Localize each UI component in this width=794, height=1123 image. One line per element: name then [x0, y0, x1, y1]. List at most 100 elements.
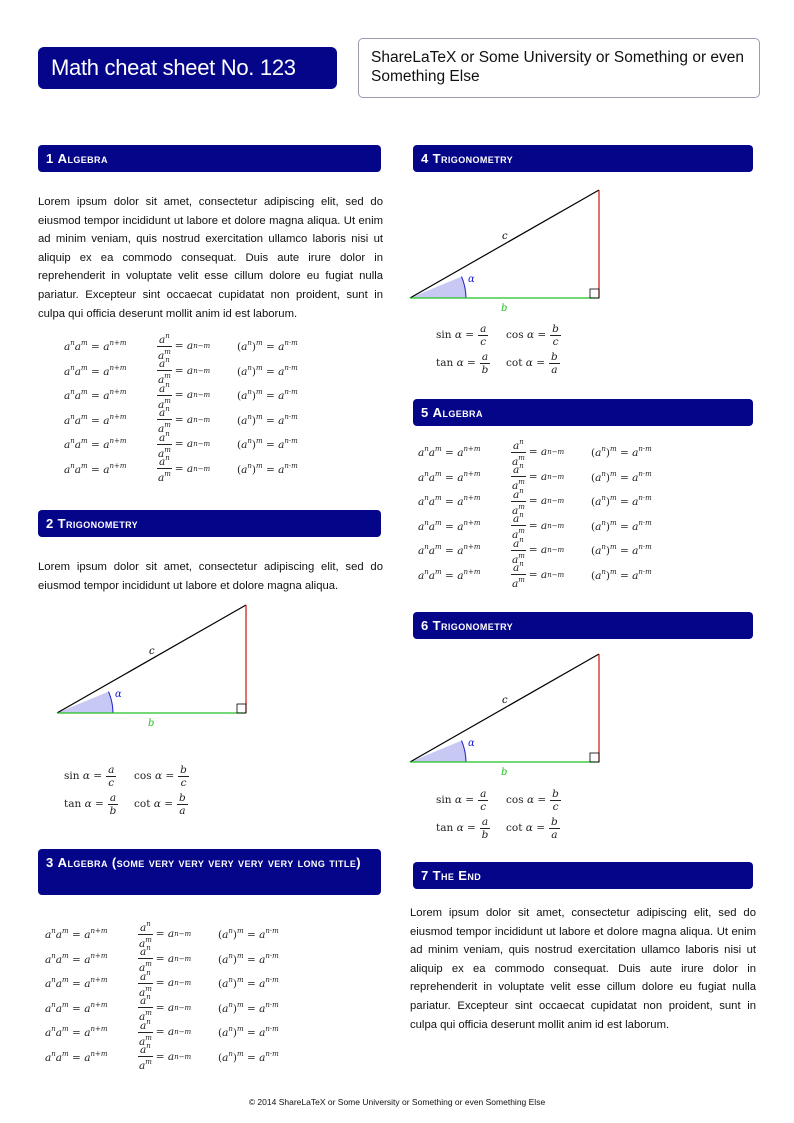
product-rule: anam = an+m — [64, 339, 127, 354]
product-rule: anam = an+m — [418, 518, 481, 533]
sin-ratio: sin α = a c — [436, 787, 489, 813]
power-rule: (an)m = an·m — [218, 976, 279, 991]
product-rule: anam = an+m — [45, 927, 108, 942]
section-header-1: 1 Algebra — [38, 145, 381, 172]
label-c: c — [502, 695, 508, 706]
formula-block-5: anam = an+m an am = a n−m (an)m = an·m anam = … — [418, 438, 652, 590]
formula-row: anam = an+m an am = a n−m (an)m = an·m — [45, 1018, 279, 1048]
quotient-rule: an am = a n−m — [511, 462, 565, 493]
formula-row: anam = an+m an am = a n−m (an)m = an·m — [45, 920, 279, 950]
section-title: Algebra (some very very very very very l… — [57, 855, 361, 870]
section-title: Algebra — [432, 405, 483, 420]
formula-block-3: anam = an+m an am = a n−m (an)m = an·m anam = … — [45, 920, 279, 1072]
quotient-rule: an am = a n−m — [157, 380, 211, 411]
product-rule: anam = an+m — [45, 951, 108, 966]
power-rule: (an)m = an·m — [218, 951, 279, 966]
formula-row: anam = an+m an am = a n−m (an)m = an·m — [64, 429, 298, 460]
power-rule: (an)m = an·m — [591, 494, 652, 509]
quotient-rule: an am = a n−m — [138, 1042, 192, 1073]
product-rule: anam = an+m — [45, 1049, 108, 1064]
hypotenuse — [56, 604, 247, 714]
product-rule: anam = an+m — [45, 976, 108, 991]
section-header-3: 3 Algebra (some very very very very very… — [38, 849, 381, 895]
label-c: c — [502, 231, 508, 242]
product-rule: anam = an+m — [64, 388, 127, 403]
formula-row: anam = an+m an am = a n−m (an)m = an·m — [418, 462, 652, 492]
section-number: 4 — [421, 151, 429, 166]
power-rule: (an)m = an·m — [237, 363, 298, 378]
quotient-rule: an am = a n−m — [157, 429, 211, 460]
formula-row: anam = an+m an am = a n−m (an)m = an·m — [418, 560, 652, 590]
power-rule: (an)m = an·m — [218, 1025, 279, 1040]
formula-row: anam = an+m an am = a n−m (an)m = an·m — [418, 535, 652, 566]
section-number: 6 — [421, 618, 429, 633]
formula-row: anam = an+m an am = a n−m (an)m = an·m — [64, 380, 298, 411]
right-angle-mark — [589, 288, 600, 299]
quotient-rule: an am = a n−m — [157, 454, 211, 485]
label-alpha: α — [115, 689, 122, 700]
triangle-diagram-4: c a b α — [403, 183, 610, 318]
formula-row: anam = an+m an am = a n−m (an)m = an·m — [64, 331, 298, 362]
tan-ratio: tan α = a b — [436, 350, 491, 376]
power-rule: (an)m = an·m — [237, 461, 298, 476]
section-header-6: 6 Trigonometry — [413, 612, 753, 639]
label-b: b — [148, 718, 154, 728]
cos-ratio: cos α = b c — [506, 787, 561, 813]
quotient-rule: an am = a n−m — [157, 405, 211, 436]
product-rule: anam = an+m — [418, 567, 481, 582]
hypotenuse — [409, 653, 600, 763]
trig-ratios-6: sin α = a c cos α = b c tan α = a b cot α = b a — [436, 786, 561, 842]
label-b: b — [501, 303, 507, 313]
power-rule: (an)m = an·m — [237, 412, 298, 427]
quotient-rule: an am = a n−m — [511, 560, 565, 591]
section-1-text: Lorem ipsum dolor sit amet, consectetur … — [38, 196, 383, 320]
cos-ratio: cos α = b c — [506, 322, 561, 348]
label-b: b — [501, 767, 507, 777]
quotient-rule: an am = a n−m — [511, 535, 565, 566]
cot-ratio: cot α = b a — [506, 815, 560, 841]
power-rule: (an)m = an·m — [218, 1000, 279, 1015]
formula-row: anam = an+m an am = a n−m (an)m = an·m — [64, 405, 298, 435]
formula-row: anam = an+m an am = a n−m (an)m = an·m — [64, 454, 298, 484]
hypotenuse — [409, 189, 600, 299]
power-rule: (an)m = an·m — [237, 388, 298, 403]
section-header-5: 5 Algebra — [413, 399, 753, 426]
section-title: Algebra — [57, 151, 108, 166]
product-rule: anam = an+m — [64, 437, 127, 452]
product-rule: anam = an+m — [418, 543, 481, 558]
section-header-7: 7 The End — [413, 862, 753, 889]
section-number: 5 — [421, 405, 429, 420]
quotient-rule: an am = a n−m — [157, 331, 211, 362]
section-7-text: Lorem ipsum dolor sit amet, consectetur … — [410, 907, 756, 1031]
trig-ratios-2: sin α = a c cos α = b c tan α = a b cot α = b a — [64, 762, 189, 818]
formula-row: anam = an+m an am = a n−m (an)m = an·m — [45, 944, 279, 974]
product-rule: anam = an+m — [418, 494, 481, 509]
formula-row: anam = an+m an am = a n−m (an)m = an·m — [418, 438, 652, 468]
section-title: Trigonometry — [432, 151, 514, 166]
triangle-diagram-2: c a b α — [50, 598, 257, 733]
section-title: The End — [432, 868, 482, 883]
section-number: 7 — [421, 868, 429, 883]
section-number: 2 — [46, 516, 54, 531]
quotient-rule: an am = a n−m — [138, 968, 192, 999]
formula-row: anam = an+m an am = a n−m (an)m = an·m — [418, 511, 652, 541]
power-rule: (an)m = an·m — [591, 469, 652, 484]
section-title: Trigonometry — [432, 618, 514, 633]
cot-ratio: cot α = b a — [506, 350, 560, 376]
tan-ratio: tan α = a b — [436, 815, 491, 841]
right-angle-mark — [589, 752, 600, 763]
section-header-4: 4 Trigonometry — [413, 145, 753, 172]
quotient-rule: an am = a n−m — [511, 511, 565, 542]
power-rule: (an)m = an·m — [218, 1049, 279, 1064]
footer: © 2014 ShareLaTeX or Some University or … — [248, 1097, 546, 1107]
power-rule: (an)m = an·m — [218, 927, 279, 942]
product-rule: anam = an+m — [418, 469, 481, 484]
label-alpha: α — [468, 738, 475, 749]
cot-ratio: cot α = b a — [134, 791, 188, 817]
formula-row: anam = an+m an am = a n−m (an)m = an·m — [64, 356, 298, 386]
formula-row: anam = an+m an am = a n−m (an)m = an·m — [45, 1042, 279, 1072]
power-rule: (an)m = an·m — [591, 445, 652, 460]
sin-ratio: sin α = a c — [64, 763, 117, 789]
formula-row: anam = an+m an am = a n−m (an)m = an·m — [45, 993, 279, 1023]
